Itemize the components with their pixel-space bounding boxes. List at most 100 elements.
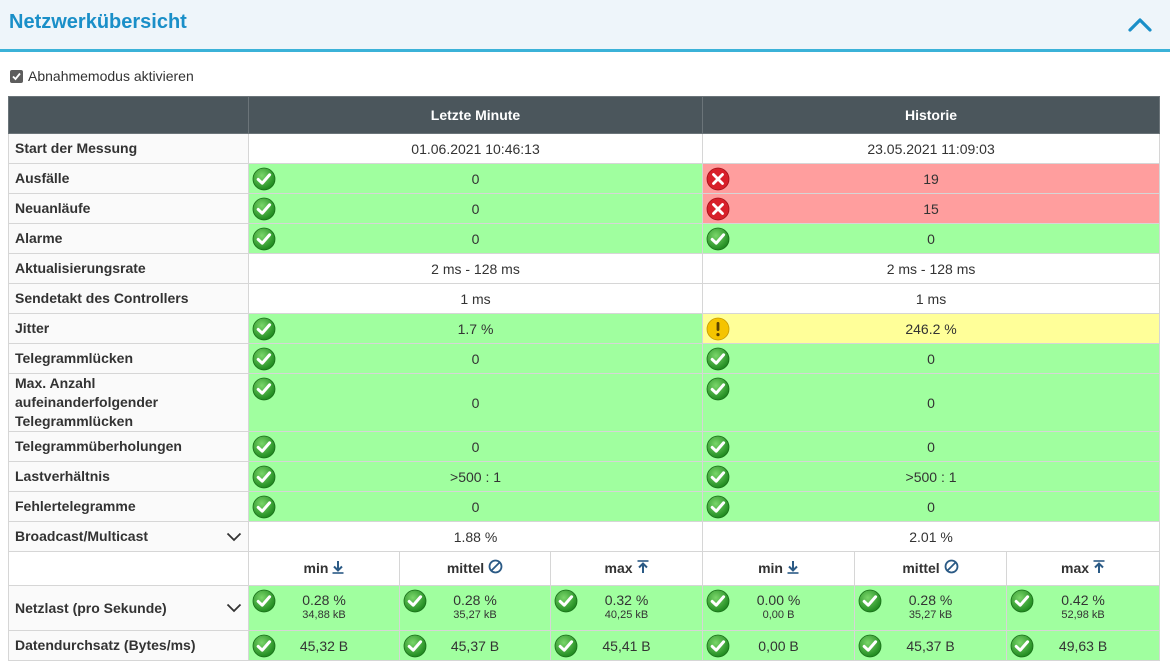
warning-circle-icon [706, 317, 730, 341]
value-subtext: 35,27 kB [453, 609, 497, 621]
collapse-button[interactable] [1126, 12, 1154, 36]
acceptance-mode-checkbox[interactable] [10, 69, 23, 83]
value-text: 0.00 % [756, 592, 801, 608]
stats-header-empty [8, 551, 249, 586]
stat-label: min [303, 560, 329, 577]
row-label: Lastverhältnis [8, 461, 249, 492]
check-circle-icon [252, 167, 276, 191]
value-history: 15 [702, 193, 1161, 224]
row-load-ratio: Lastverhältnis >500 : 1 >500 : 1 [8, 461, 1161, 492]
check-circle-icon [252, 227, 276, 251]
check-circle-icon [252, 317, 276, 341]
value-text: 0 [927, 230, 935, 247]
check-circle-icon [706, 347, 730, 371]
row-label: Telegrammlücken [8, 343, 249, 374]
value-history: 2 ms - 128 ms [702, 253, 1161, 284]
check-circle-icon [706, 634, 730, 658]
row-jitter: Jitter 1.7 % 246.2 % [8, 313, 1161, 344]
row-label: Netzlast (pro Sekunde) [15, 599, 167, 616]
value-text: 45,41 B [602, 637, 651, 654]
value-current: 2 ms - 128 ms [247, 253, 704, 284]
chevron-down-icon[interactable] [226, 532, 242, 542]
broadcast-label-cell[interactable]: Broadcast/Multicast [8, 521, 249, 552]
row-broadcast: Broadcast/Multicast 1.88 % 2.01 % [8, 521, 1161, 552]
stat-label: mittel [902, 560, 940, 577]
row-label: Fehlertelegramme [8, 491, 249, 522]
value-text: 0 [471, 350, 480, 367]
row-label: Telegrammüberholungen [8, 431, 249, 462]
throughput-history-max: 49,63 B [1006, 630, 1161, 661]
value-history: 246.2 % [702, 313, 1161, 344]
value-text: 0.28 % [302, 592, 346, 608]
check-circle-icon [252, 377, 276, 401]
value-current: 0 [247, 343, 704, 374]
value-history: 19 [702, 163, 1161, 194]
net-load-history-min: 0.00 % 0,00 B [702, 585, 856, 631]
net-load-current-min: 0.28 % 34,88 kB [248, 585, 400, 631]
stat-max-current: max [549, 551, 704, 586]
row-label: Ausfälle [8, 163, 249, 194]
row-max-gaps: Max. Anzahl aufeinanderfolgender Telegra… [8, 373, 1161, 432]
value-text: 1.7 % [457, 320, 494, 337]
row-label: Jitter [8, 313, 249, 344]
net-load-label-cell[interactable]: Netzlast (pro Sekunde) [8, 585, 249, 631]
stat-avg-history: mittel [854, 551, 1008, 586]
value-text: 0 [471, 394, 480, 411]
row-overtakes: Telegrammüberholungen 0 0 [8, 431, 1161, 462]
row-label: Sendetakt des Controllers [8, 283, 249, 314]
check-circle-icon [252, 435, 276, 459]
row-label: Max. Anzahl aufeinanderfolgender Telegra… [8, 373, 249, 432]
net-load-history-max: 0.42 % 52,98 kB [1006, 585, 1161, 631]
column-history: Historie [702, 96, 1161, 134]
value-text: >500 : 1 [450, 468, 502, 485]
value-current: 1.88 % [247, 521, 704, 552]
panel-header: Netzwerkübersicht [0, 0, 1170, 52]
row-label: Neuanläufe [8, 193, 249, 224]
value-history: 0 [702, 223, 1161, 254]
chevron-down-icon[interactable] [226, 603, 242, 613]
check-circle-icon [554, 634, 578, 658]
value-text: 0 [927, 350, 935, 367]
row-stats-header: min mittel max min mittel max [8, 551, 1161, 586]
value-current: 0 [247, 373, 704, 432]
arrow-down-bar-icon [787, 560, 799, 577]
throughput-current-min: 45,32 B [248, 630, 400, 661]
value-text: 0.28 % [908, 592, 953, 608]
value-current: 0 [247, 163, 704, 194]
check-circle-icon [858, 634, 882, 658]
error-circle-icon [706, 167, 730, 191]
row-net-load: Netzlast (pro Sekunde) 0.28 % 34,88 kB 0.… [8, 585, 1161, 631]
value-text: 49,63 B [1058, 637, 1108, 654]
value-current: 0 [247, 223, 704, 254]
check-circle-icon [252, 495, 276, 519]
stat-max-history: max [1006, 551, 1161, 586]
check-circle-icon [706, 435, 730, 459]
row-label: Aktualisierungsrate [8, 253, 249, 284]
value-text: 45,37 B [450, 637, 500, 654]
net-load-current-avg: 0.28 % 35,27 kB [399, 585, 551, 631]
row-send-cycle: Sendetakt des Controllers 1 ms 1 ms [8, 283, 1161, 314]
check-circle-icon [554, 589, 578, 613]
acceptance-mode-label[interactable]: Abnahmemodus aktivieren [28, 68, 194, 84]
row-start: Start der Messung 01.06.2021 10:46:13 23… [8, 133, 1161, 164]
panel-title: Netzwerkübersicht [9, 11, 187, 33]
value-text: >500 : 1 [905, 468, 957, 485]
check-circle-icon [706, 495, 730, 519]
throughput-history-avg: 45,37 B [854, 630, 1008, 661]
chevron-up-icon [1128, 18, 1152, 32]
row-label: Datendurchsatz (Bytes/ms) [8, 630, 249, 661]
stat-min-current: min [248, 551, 400, 586]
check-circle-icon [706, 377, 730, 401]
check-circle-icon [403, 634, 427, 658]
value-text: 0.42 % [1061, 592, 1105, 608]
stat-label: max [604, 560, 633, 577]
row-gaps: Telegrammlücken 0 0 [8, 343, 1161, 374]
value-history: 1 ms [702, 283, 1161, 314]
value-text: 0 [927, 394, 935, 411]
throughput-current-max: 45,41 B [549, 630, 704, 661]
check-circle-icon [252, 634, 276, 658]
value-text: 0.32 % [604, 592, 649, 608]
check-circle-icon [252, 465, 276, 489]
throughput-history-min: 0,00 B [702, 630, 856, 661]
value-text: 0 [471, 498, 480, 515]
